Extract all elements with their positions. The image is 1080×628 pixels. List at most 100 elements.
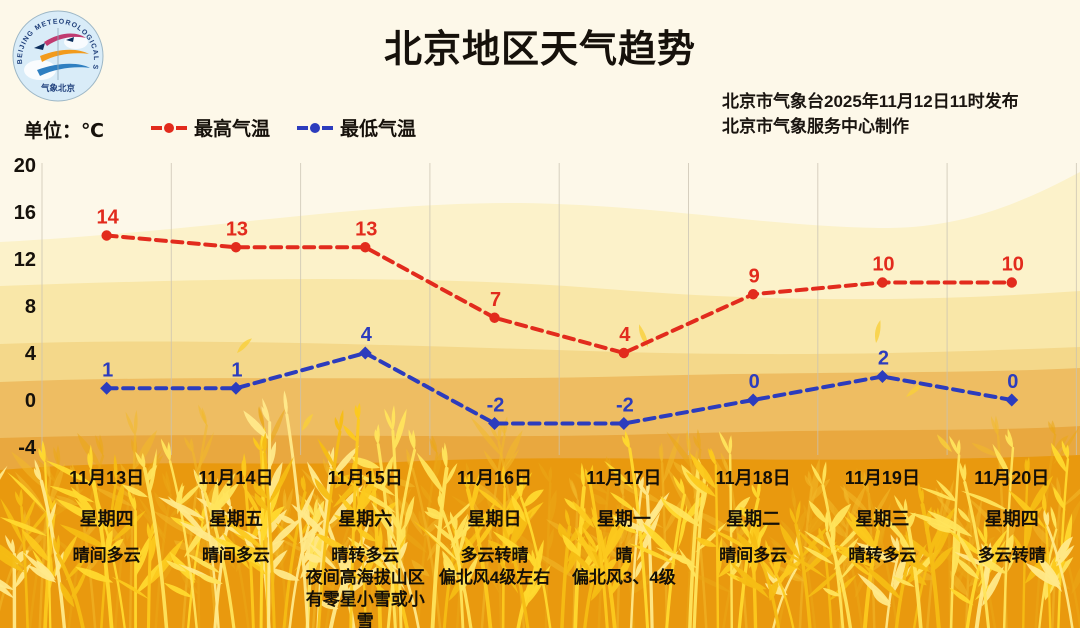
data-point-label: 1 bbox=[102, 359, 113, 381]
wheat-leaf bbox=[659, 442, 664, 464]
wheat-leaf bbox=[895, 536, 900, 553]
wheat-leaf bbox=[384, 408, 393, 432]
wheat-leaf bbox=[314, 532, 354, 555]
wheat-leaf bbox=[957, 507, 971, 523]
wheat-leaf bbox=[332, 474, 366, 508]
wheat-leaf bbox=[802, 546, 834, 565]
data-point-label: 4 bbox=[619, 324, 631, 346]
wheat-leaf bbox=[779, 523, 801, 560]
wheat-leaf bbox=[122, 484, 148, 498]
wheat-leaf bbox=[797, 510, 806, 536]
magenta-swoosh-icon bbox=[44, 33, 86, 46]
wheat-leaf bbox=[571, 550, 596, 576]
y-tick-label: 12 bbox=[14, 249, 36, 271]
wheat-leaf bbox=[328, 511, 346, 532]
wheat-leaf bbox=[209, 481, 241, 518]
wheat-leaf bbox=[56, 444, 61, 468]
wheat-leaf bbox=[267, 456, 294, 507]
wheat-stem bbox=[560, 525, 572, 628]
wheat-leaf bbox=[314, 500, 325, 528]
wheat-leaf bbox=[639, 482, 648, 496]
wheat-leaf bbox=[473, 507, 496, 528]
day-date: 11月16日 bbox=[457, 468, 533, 488]
wheat-stem bbox=[1046, 525, 1074, 628]
wheat-leaf bbox=[22, 497, 37, 529]
wheat-leaf bbox=[0, 465, 8, 500]
wheat-leaf bbox=[212, 536, 263, 563]
wheat-stem bbox=[38, 477, 52, 628]
day-column: 11月17日 星期一晴偏北风3、4级 bbox=[559, 460, 688, 628]
wheat-leaf bbox=[424, 511, 443, 520]
wheat-leaf bbox=[420, 484, 433, 504]
day-weekday: 星期三 bbox=[855, 509, 910, 529]
wheat-leaf bbox=[450, 513, 469, 550]
wheat-stem bbox=[772, 566, 798, 628]
wheat-leaf bbox=[906, 383, 925, 397]
data-point-label: 1 bbox=[231, 359, 242, 381]
wheat-leaf bbox=[889, 548, 931, 573]
wheat-leaf bbox=[680, 477, 685, 496]
wheat-leaf bbox=[765, 547, 802, 571]
wheat-leaf bbox=[195, 432, 214, 474]
wheat-leaf bbox=[330, 445, 360, 479]
wheat-leaf bbox=[908, 512, 957, 530]
wheat-stem bbox=[645, 494, 654, 628]
wheat-stem bbox=[728, 453, 734, 628]
day-weekday: 星期一 bbox=[596, 509, 651, 529]
wheat-leaf bbox=[429, 438, 438, 454]
wheat-leaf bbox=[55, 495, 79, 506]
y-tick-label: 8 bbox=[25, 296, 36, 318]
wheat-leaf bbox=[339, 409, 344, 432]
wheat-leaf bbox=[77, 433, 101, 469]
wheat-leaf bbox=[60, 581, 75, 608]
y-tick-label: -4 bbox=[18, 437, 37, 459]
wheat-leaf bbox=[165, 560, 187, 572]
wheat-stem bbox=[544, 481, 552, 628]
wheat-leaf bbox=[356, 527, 376, 542]
wheat-leaf bbox=[442, 550, 457, 575]
wheat-leaf bbox=[268, 441, 277, 470]
day-weather: 晴间多云 bbox=[171, 545, 300, 567]
wheat-leaf bbox=[408, 429, 415, 451]
wheat-leaf bbox=[497, 423, 502, 442]
wheat-leaf bbox=[373, 582, 399, 606]
data-point-marker bbox=[100, 381, 114, 395]
wheat-leaf bbox=[341, 565, 349, 595]
wheat-stem bbox=[519, 496, 552, 628]
data-point-marker bbox=[747, 289, 759, 300]
wheat-leaf bbox=[1007, 489, 1046, 530]
data-point-label: 13 bbox=[355, 218, 377, 240]
wheat-leaf bbox=[613, 480, 664, 504]
legend-item-high: 最高气温 bbox=[150, 114, 270, 141]
wheat-leaf bbox=[693, 510, 735, 534]
wheat-leaf bbox=[538, 462, 551, 484]
wheat-leaf bbox=[377, 534, 382, 551]
wheat-leaf bbox=[796, 529, 826, 560]
wheat-leaf bbox=[874, 515, 879, 532]
data-point-label: -2 bbox=[487, 395, 505, 417]
wheat-leaf bbox=[690, 453, 717, 489]
wheat-leaf bbox=[804, 474, 812, 488]
wheat-leaf bbox=[809, 458, 820, 510]
wheat-leaf bbox=[402, 497, 423, 536]
wheat-leaf bbox=[1041, 496, 1046, 514]
wheat-leaf bbox=[339, 547, 361, 578]
wheat-stem bbox=[263, 452, 276, 628]
wheat-leaf bbox=[863, 471, 869, 494]
wheat-leaf bbox=[856, 467, 867, 489]
wheat-leaf bbox=[667, 468, 696, 519]
wheat-leaf bbox=[304, 552, 325, 563]
wheat-leaf bbox=[46, 464, 51, 479]
wheat-leaf bbox=[673, 475, 685, 496]
wheat-leaf bbox=[871, 588, 891, 607]
wheat-leaf bbox=[981, 543, 991, 560]
wheat-leaf bbox=[960, 490, 1011, 512]
wheat-leaf bbox=[696, 429, 701, 450]
wheat-leaf bbox=[966, 495, 1002, 534]
wheat-leaf bbox=[716, 536, 723, 581]
wheat-leaf bbox=[1055, 536, 1073, 563]
wheat-leaf bbox=[0, 567, 15, 599]
day-date: 11月19日 bbox=[844, 468, 920, 488]
issued-by: 北京市气象台2025年11月12日11时发布 北京市气象服务中心制作 bbox=[722, 89, 1019, 139]
